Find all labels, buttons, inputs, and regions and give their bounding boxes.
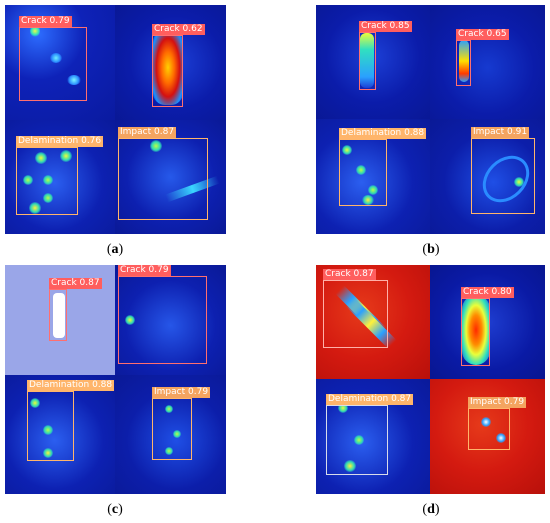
crack-box bbox=[19, 27, 87, 101]
panel-c: Crack 0.87 Crack 0.79 Delamination 0.88 … bbox=[5, 265, 226, 494]
crack-label: Crack 0.65 bbox=[456, 29, 509, 40]
hotspot bbox=[344, 460, 356, 472]
delamination-box bbox=[339, 139, 387, 206]
hotspot bbox=[354, 435, 364, 445]
delamination-label: Delamination 0.88 bbox=[339, 128, 427, 139]
crack-label: Crack 0.79 bbox=[118, 265, 171, 276]
panel-b: Crack 0.85 Crack 0.65 Delamination 0.88 … bbox=[316, 5, 545, 234]
crack-label: Crack 0.62 bbox=[152, 24, 205, 35]
hotspot bbox=[60, 150, 72, 162]
impact-box bbox=[152, 398, 192, 460]
hotspot bbox=[23, 175, 33, 185]
crack-hotspot-elongated bbox=[53, 293, 65, 338]
hotspot bbox=[43, 448, 53, 458]
crack-label: Crack 0.80 bbox=[461, 287, 514, 298]
hotspot bbox=[35, 152, 47, 164]
crack-label: Crack 0.85 bbox=[359, 21, 412, 32]
hotspot bbox=[362, 195, 374, 205]
delamination-box bbox=[326, 405, 388, 475]
hotspot bbox=[43, 193, 53, 203]
crack-label: Crack 0.79 bbox=[19, 16, 72, 27]
crack-box bbox=[323, 280, 388, 348]
hotspot bbox=[165, 405, 173, 413]
hotspot bbox=[67, 75, 81, 85]
delamination-box bbox=[16, 147, 78, 215]
crack-label: Crack 0.87 bbox=[323, 269, 376, 280]
caption-c: (c) bbox=[107, 502, 123, 517]
crack-box bbox=[461, 298, 490, 366]
hotspot bbox=[342, 145, 352, 155]
panel-a: Crack 0.79 Crack 0.62 Delamination 0.76 … bbox=[5, 5, 226, 234]
crack-box bbox=[152, 35, 183, 107]
hotspot bbox=[165, 447, 173, 455]
hotspot bbox=[356, 165, 366, 175]
impact-box bbox=[471, 138, 535, 214]
crack-hotspot-elongated bbox=[462, 295, 490, 365]
caption-b: (b) bbox=[422, 242, 440, 257]
panel-b-top-right-map bbox=[430, 5, 545, 119]
hotspot bbox=[173, 430, 181, 438]
panel-d: Crack 0.87 Crack 0.80 Delamination 0.87 … bbox=[316, 265, 545, 494]
impact-box bbox=[118, 138, 208, 220]
hotspot bbox=[30, 398, 40, 408]
delamination-label: Delamination 0.88 bbox=[27, 380, 115, 391]
crack-hotspot-elongated bbox=[459, 40, 469, 82]
hotspot bbox=[125, 315, 135, 325]
delamination-label: Delamination 0.76 bbox=[16, 136, 104, 147]
hotspot bbox=[43, 425, 53, 435]
impact-label: Impact 0.79 bbox=[468, 397, 527, 408]
caption-d: (d) bbox=[422, 502, 440, 517]
hotspot bbox=[338, 403, 348, 413]
delamination-box bbox=[27, 391, 74, 461]
impact-label: Impact 0.79 bbox=[152, 387, 211, 398]
crack-hotspot-elongated bbox=[360, 33, 374, 88]
hotspot bbox=[43, 175, 53, 185]
hotspot bbox=[150, 140, 162, 152]
crack-box bbox=[456, 40, 471, 86]
crack-label: Crack 0.87 bbox=[49, 278, 102, 289]
crack-box bbox=[49, 289, 67, 341]
impact-label: Impact 0.87 bbox=[118, 127, 177, 138]
hotspot bbox=[481, 417, 491, 427]
impact-box bbox=[468, 408, 510, 450]
crack-hotspot-elongated bbox=[153, 30, 183, 105]
hotspot bbox=[50, 53, 62, 63]
hotspot bbox=[514, 177, 524, 187]
delamination-label: Delamination 0.87 bbox=[326, 394, 414, 405]
hotspot bbox=[496, 433, 506, 443]
hotspot bbox=[29, 202, 41, 214]
hotspot bbox=[30, 25, 40, 37]
crack-box bbox=[118, 276, 207, 364]
impact-label: Impact 0.91 bbox=[471, 127, 530, 138]
panel-c-bottom-left-map bbox=[5, 375, 115, 494]
caption-a: (a) bbox=[106, 242, 124, 257]
hotspot bbox=[368, 185, 378, 195]
crack-box bbox=[359, 32, 376, 90]
